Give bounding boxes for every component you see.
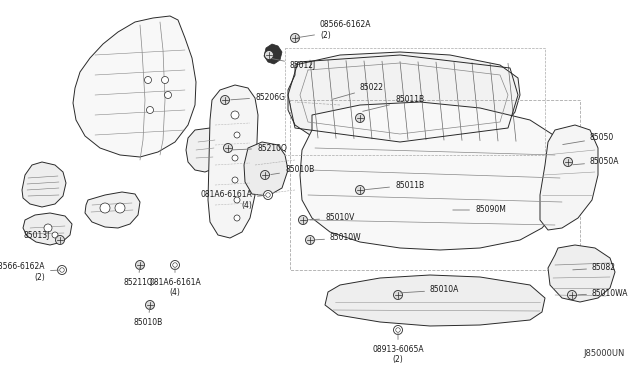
Circle shape: [260, 170, 269, 180]
Circle shape: [232, 155, 238, 161]
Circle shape: [52, 232, 58, 238]
Polygon shape: [186, 128, 225, 172]
Polygon shape: [85, 192, 140, 228]
Text: 081A6-6161A
(4): 081A6-6161A (4): [200, 190, 265, 210]
Polygon shape: [300, 102, 570, 250]
Polygon shape: [22, 162, 66, 207]
Polygon shape: [244, 142, 288, 196]
Polygon shape: [23, 213, 72, 245]
Circle shape: [136, 260, 145, 269]
Polygon shape: [73, 16, 196, 157]
Circle shape: [60, 268, 64, 272]
Circle shape: [355, 186, 365, 195]
Text: 08913-6065A
(2): 08913-6065A (2): [372, 333, 424, 365]
Polygon shape: [548, 245, 615, 302]
Polygon shape: [540, 125, 598, 230]
Circle shape: [568, 291, 577, 299]
Circle shape: [396, 328, 400, 332]
Text: 85206G: 85206G: [231, 93, 285, 102]
Circle shape: [164, 92, 172, 99]
Text: 85050A: 85050A: [573, 157, 620, 167]
Circle shape: [145, 301, 154, 310]
Circle shape: [161, 77, 168, 83]
Text: 85013J: 85013J: [24, 231, 57, 240]
Circle shape: [264, 190, 273, 199]
Circle shape: [394, 326, 403, 334]
Circle shape: [234, 132, 240, 138]
Circle shape: [170, 260, 179, 269]
Circle shape: [291, 33, 300, 42]
Circle shape: [298, 215, 307, 224]
Circle shape: [563, 157, 573, 167]
Text: 85050: 85050: [563, 134, 614, 145]
Circle shape: [56, 235, 65, 244]
Circle shape: [115, 203, 125, 213]
Circle shape: [173, 263, 177, 267]
Circle shape: [58, 266, 67, 275]
Polygon shape: [264, 44, 282, 64]
Circle shape: [305, 235, 314, 244]
Circle shape: [147, 106, 154, 113]
Polygon shape: [325, 275, 545, 326]
Text: 081A6-6161A
(4): 081A6-6161A (4): [149, 268, 201, 297]
Circle shape: [266, 193, 270, 197]
Text: 85011B: 85011B: [365, 180, 424, 190]
Text: 08566-6162A
(2): 08566-6162A (2): [298, 20, 371, 40]
Text: 85010A: 85010A: [401, 285, 460, 295]
Text: 85011B: 85011B: [363, 96, 424, 111]
Circle shape: [231, 111, 239, 119]
Circle shape: [223, 144, 232, 153]
Circle shape: [234, 197, 240, 203]
Text: 85010W: 85010W: [315, 234, 362, 243]
Text: 85010B: 85010B: [133, 308, 163, 327]
Circle shape: [394, 291, 403, 299]
Circle shape: [264, 51, 273, 60]
Text: 85010WA: 85010WA: [578, 289, 628, 298]
Text: 85082: 85082: [573, 263, 616, 273]
Text: 85022: 85022: [333, 83, 384, 99]
Text: 85010V: 85010V: [308, 214, 355, 222]
Text: 08566-6162A
(2): 08566-6162A (2): [0, 262, 60, 282]
Circle shape: [100, 203, 110, 213]
Text: 85210Q: 85210Q: [233, 144, 287, 153]
Text: J85000UN: J85000UN: [584, 349, 625, 358]
Circle shape: [44, 224, 52, 232]
Text: 85012J: 85012J: [272, 58, 316, 70]
Circle shape: [232, 177, 238, 183]
Text: 85090M: 85090M: [452, 205, 506, 215]
Circle shape: [221, 96, 230, 105]
Circle shape: [145, 77, 152, 83]
Polygon shape: [288, 52, 520, 145]
Circle shape: [355, 113, 365, 122]
Text: 85010B: 85010B: [271, 166, 314, 174]
Text: 85211Q: 85211Q: [123, 268, 153, 287]
Polygon shape: [208, 85, 258, 238]
Circle shape: [234, 215, 240, 221]
